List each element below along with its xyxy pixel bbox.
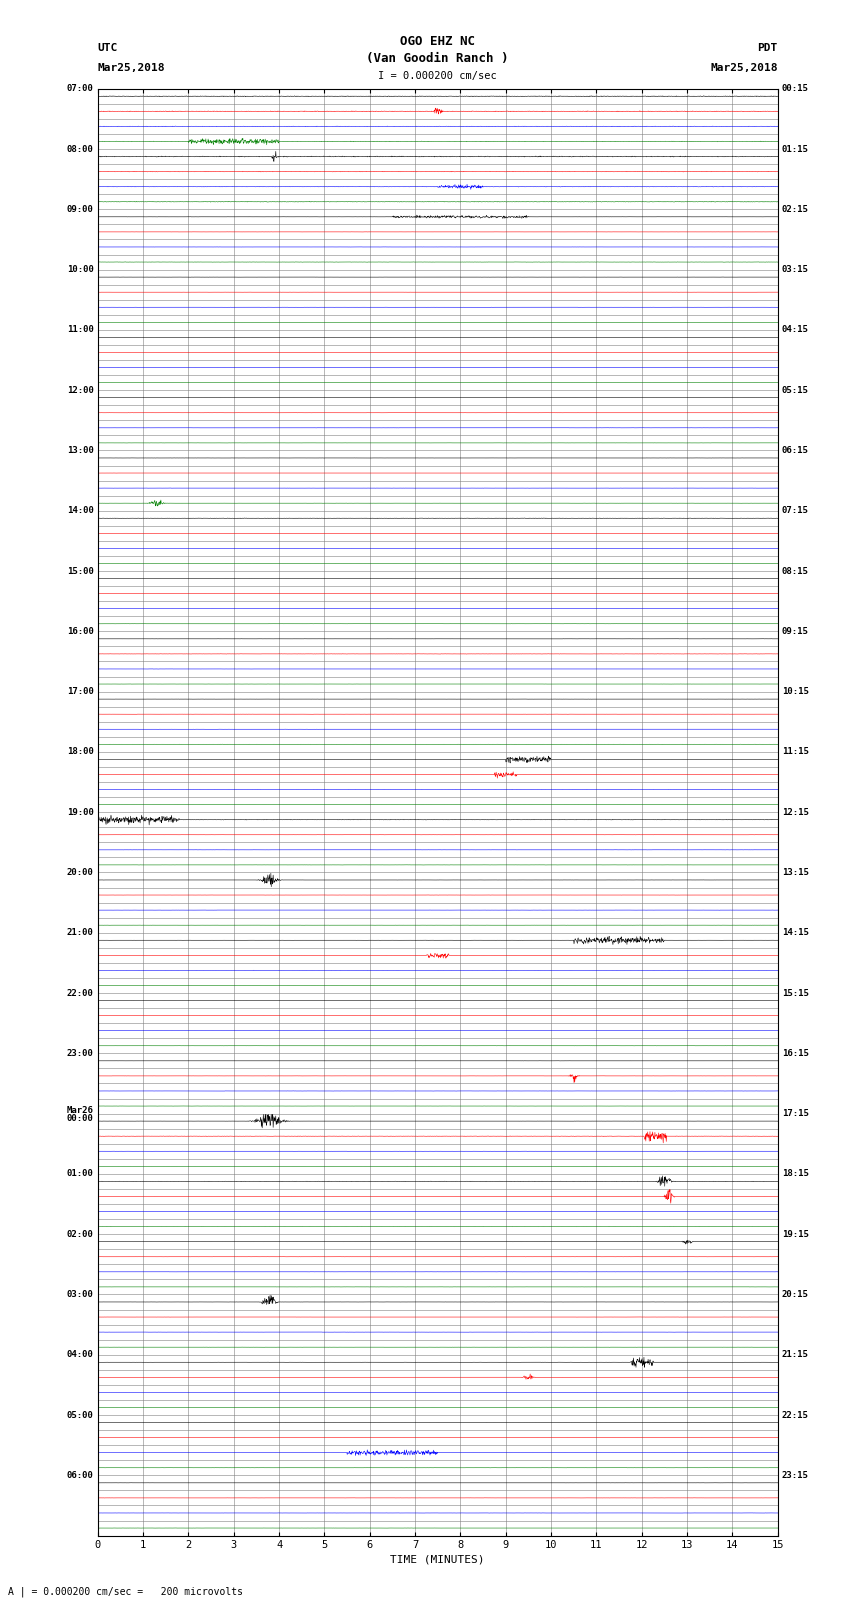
Text: (Van Goodin Ranch ): (Van Goodin Ranch ) [366, 52, 509, 65]
Text: 19:15: 19:15 [782, 1229, 809, 1239]
Text: 21:00: 21:00 [66, 927, 94, 937]
Text: 20:15: 20:15 [782, 1290, 809, 1298]
X-axis label: TIME (MINUTES): TIME (MINUTES) [390, 1555, 485, 1565]
Text: 02:00: 02:00 [66, 1229, 94, 1239]
Text: 05:15: 05:15 [782, 386, 809, 395]
Text: 09:15: 09:15 [782, 627, 809, 636]
Text: 17:15: 17:15 [782, 1110, 809, 1118]
Text: 06:15: 06:15 [782, 445, 809, 455]
Text: 22:00: 22:00 [66, 989, 94, 997]
Text: 02:15: 02:15 [782, 205, 809, 215]
Text: 16:00: 16:00 [66, 627, 94, 636]
Text: 09:00: 09:00 [66, 205, 94, 215]
Text: 22:15: 22:15 [782, 1410, 809, 1419]
Text: 00:00: 00:00 [66, 1115, 94, 1123]
Text: 05:00: 05:00 [66, 1410, 94, 1419]
Text: OGO EHZ NC: OGO EHZ NC [400, 35, 475, 48]
Text: 08:00: 08:00 [66, 145, 94, 153]
Text: 17:00: 17:00 [66, 687, 94, 697]
Text: 10:15: 10:15 [782, 687, 809, 697]
Text: 20:00: 20:00 [66, 868, 94, 877]
Text: 11:15: 11:15 [782, 747, 809, 756]
Text: 13:15: 13:15 [782, 868, 809, 877]
Text: 16:15: 16:15 [782, 1048, 809, 1058]
Text: Mar25,2018: Mar25,2018 [711, 63, 778, 73]
Text: 18:00: 18:00 [66, 747, 94, 756]
Text: 23:15: 23:15 [782, 1471, 809, 1479]
Text: 03:00: 03:00 [66, 1290, 94, 1298]
Text: 07:00: 07:00 [66, 84, 94, 94]
Text: 12:15: 12:15 [782, 808, 809, 816]
Text: 00:15: 00:15 [782, 84, 809, 94]
Text: 23:00: 23:00 [66, 1048, 94, 1058]
Text: 21:15: 21:15 [782, 1350, 809, 1360]
Text: Mar26: Mar26 [66, 1107, 94, 1115]
Text: A | = 0.000200 cm/sec =   200 microvolts: A | = 0.000200 cm/sec = 200 microvolts [8, 1586, 243, 1597]
Text: 06:00: 06:00 [66, 1471, 94, 1479]
Text: 18:15: 18:15 [782, 1169, 809, 1179]
Text: Mar25,2018: Mar25,2018 [98, 63, 165, 73]
Text: 12:00: 12:00 [66, 386, 94, 395]
Text: 15:15: 15:15 [782, 989, 809, 997]
Text: 01:15: 01:15 [782, 145, 809, 153]
Text: 04:00: 04:00 [66, 1350, 94, 1360]
Text: 10:00: 10:00 [66, 265, 94, 274]
Text: 19:00: 19:00 [66, 808, 94, 816]
Text: UTC: UTC [98, 44, 118, 53]
Text: 07:15: 07:15 [782, 506, 809, 515]
Text: 04:15: 04:15 [782, 326, 809, 334]
Text: 11:00: 11:00 [66, 326, 94, 334]
Text: I = 0.000200 cm/sec: I = 0.000200 cm/sec [378, 71, 497, 81]
Text: 14:15: 14:15 [782, 927, 809, 937]
Text: 14:00: 14:00 [66, 506, 94, 515]
Text: 13:00: 13:00 [66, 445, 94, 455]
Text: 08:15: 08:15 [782, 566, 809, 576]
Text: 15:00: 15:00 [66, 566, 94, 576]
Text: 03:15: 03:15 [782, 265, 809, 274]
Text: PDT: PDT [757, 44, 778, 53]
Text: 01:00: 01:00 [66, 1169, 94, 1179]
